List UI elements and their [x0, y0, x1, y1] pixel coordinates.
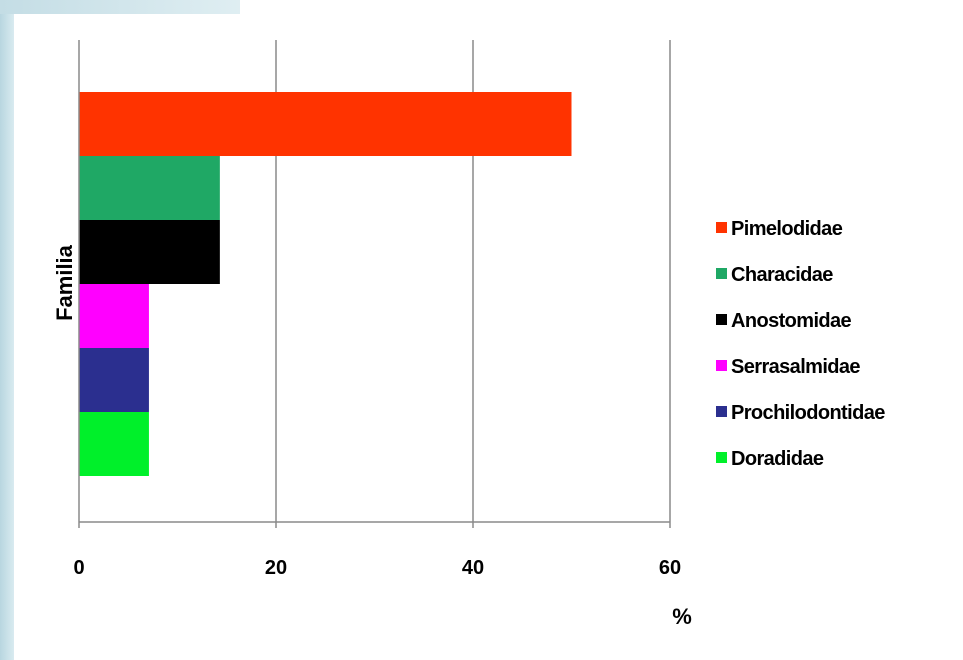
- bar-doradidae: [79, 412, 149, 476]
- legend-label-serrasalmidae: Serrasalmidae: [731, 356, 860, 378]
- y-axis-title: Familia: [52, 244, 77, 321]
- legend-label-prochilodontidae: Prochilodontidae: [731, 402, 885, 424]
- legend-swatch-serrasalmidae: [716, 360, 727, 371]
- background-strip-top: [0, 0, 240, 14]
- legend-swatch-characidae: [716, 268, 727, 279]
- x-axis-title: %: [672, 604, 692, 629]
- bar-pimelodidae: [79, 92, 572, 156]
- axes: [78, 40, 671, 528]
- bar-serrasalmidae: [79, 284, 149, 348]
- x-tick-label-0: 0: [73, 557, 84, 579]
- legend-swatch-prochilodontidae: [716, 406, 727, 417]
- legend-label-doradidae: Doradidae: [731, 448, 824, 470]
- legend: Pimelodidae Characidae Anostomidae Serrasal…: [716, 218, 886, 470]
- bars: [79, 92, 572, 476]
- bar-anostomidae: [79, 220, 220, 284]
- tick-labels: 0 20 40 60: [73, 557, 681, 579]
- x-tick-label-20: 20: [265, 557, 287, 579]
- legend-label-anostomidae: Anostomidae: [731, 310, 852, 332]
- legend-swatch-anostomidae: [716, 314, 727, 325]
- legend-swatch-doradidae: [716, 452, 727, 463]
- x-tick-label-40: 40: [462, 557, 484, 579]
- x-tick-label-60: 60: [659, 557, 681, 579]
- background-strip-left: [0, 0, 14, 660]
- bar-prochilodontidae: [79, 348, 149, 412]
- legend-label-characidae: Characidae: [731, 264, 833, 286]
- bar-characidae: [79, 156, 220, 220]
- legend-label-pimelodidae: Pimelodidae: [731, 218, 843, 240]
- legend-swatch-pimelodidae: [716, 222, 727, 233]
